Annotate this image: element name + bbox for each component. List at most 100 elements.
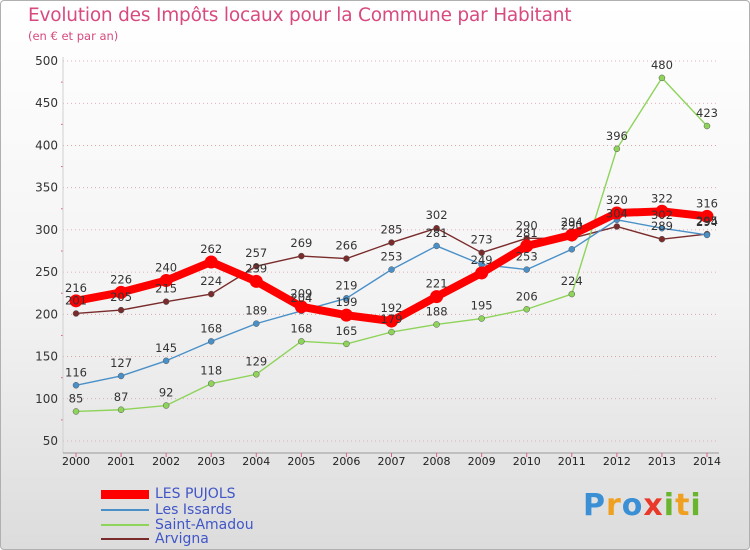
- data-point: [655, 204, 669, 218]
- data-point: [388, 239, 395, 246]
- x-tick-label: 2004: [242, 455, 270, 468]
- legend-swatch-les-pujols: [101, 490, 149, 499]
- data-label: 168: [290, 321, 312, 335]
- x-tick-label: 2014: [693, 455, 721, 468]
- data-label: 129: [245, 354, 267, 368]
- data-label: 118: [200, 364, 222, 378]
- data-label: 273: [471, 233, 493, 247]
- data-point: [294, 300, 308, 314]
- data-point: [72, 408, 80, 415]
- data-point: [658, 224, 666, 232]
- data-point: [204, 255, 218, 269]
- x-tick-label: 2003: [197, 455, 225, 468]
- data-point: [613, 145, 621, 153]
- legend-swatch-arvigna: [101, 538, 149, 540]
- data-label: 127: [110, 356, 132, 370]
- data-label: 195: [471, 299, 493, 313]
- data-point: [613, 223, 621, 230]
- data-label: 145: [155, 341, 177, 355]
- data-point: [520, 239, 534, 253]
- data-label: 253: [516, 250, 538, 264]
- data-point: [72, 382, 80, 389]
- data-label: 302: [651, 208, 673, 222]
- data-label: 281: [426, 226, 448, 240]
- data-label: 215: [155, 282, 177, 296]
- y-tick-label: 150: [35, 350, 58, 364]
- data-label: 224: [200, 274, 222, 288]
- data-label: 239: [245, 261, 267, 275]
- chart-title: Evolution des Impôts locaux pour la Comm…: [28, 5, 572, 26]
- data-point: [568, 246, 576, 253]
- data-label: 294: [561, 215, 583, 229]
- data-point: [475, 266, 489, 280]
- x-tick-label: 2007: [378, 455, 406, 468]
- data-point: [159, 274, 173, 288]
- data-point: [339, 308, 353, 322]
- data-label: 257: [245, 246, 267, 260]
- legend-label-arvigna: Arvigna: [155, 531, 209, 547]
- x-tick-label: 2012: [603, 455, 631, 468]
- y-tick-label: 350: [35, 181, 58, 195]
- data-point: [69, 294, 83, 308]
- data-label: 201: [65, 293, 87, 307]
- data-point: [253, 262, 260, 270]
- data-label: 189: [245, 304, 267, 318]
- data-point: [430, 290, 444, 304]
- y-tick-label: 200: [35, 307, 58, 321]
- data-point: [433, 224, 440, 232]
- data-point: [117, 372, 125, 380]
- data-point: [523, 306, 530, 313]
- data-label: 320: [606, 193, 628, 207]
- data-label: 206: [516, 289, 538, 303]
- data-point: [298, 338, 305, 345]
- data-point: [658, 74, 666, 82]
- data-point: [703, 231, 711, 239]
- data-point: [343, 295, 350, 302]
- x-tick-label: 2005: [287, 455, 315, 468]
- data-label: 289: [651, 219, 673, 233]
- data-point: [114, 285, 128, 299]
- data-label: 295: [696, 214, 718, 228]
- data-label: 294: [696, 215, 718, 229]
- proxiti-logo: Proxiti: [583, 488, 702, 523]
- data-label: 224: [561, 274, 583, 288]
- data-label: 205: [110, 290, 132, 304]
- x-tick-label: 2006: [332, 455, 360, 468]
- data-label: 209: [290, 287, 312, 301]
- data-point: [700, 209, 714, 223]
- data-label: 253: [381, 250, 403, 264]
- data-point: [523, 266, 530, 273]
- data-label: 480: [651, 58, 673, 72]
- legend-swatch-saint-amadou: [101, 524, 149, 526]
- data-label: 322: [651, 191, 673, 205]
- legend-swatch-les-issards: [101, 509, 149, 511]
- data-point: [388, 328, 395, 336]
- x-tick-label: 2008: [423, 455, 451, 468]
- data-label: 219: [335, 278, 357, 292]
- data-label: 204: [290, 291, 312, 305]
- data-point: [117, 406, 125, 414]
- data-label: 165: [335, 324, 357, 338]
- data-label: 304: [606, 207, 628, 221]
- x-tick-label: 2010: [513, 455, 541, 468]
- y-tick-label: 400: [35, 138, 58, 152]
- data-point: [610, 206, 624, 220]
- legend-item-saint-amadou: Saint-Amadou: [101, 517, 301, 534]
- legend-item-arvigna: Arvigna: [101, 531, 301, 548]
- data-label: 290: [561, 218, 583, 232]
- data-point: [253, 371, 260, 378]
- data-label: 87: [114, 390, 129, 404]
- data-label: 266: [335, 239, 357, 253]
- data-label: 290: [516, 218, 538, 232]
- data-label: 188: [426, 304, 448, 318]
- data-label: 179: [381, 312, 403, 326]
- y-tick-label: 500: [35, 54, 58, 68]
- y-tick-label: 450: [35, 96, 58, 110]
- data-point: [249, 274, 263, 288]
- data-label: 199: [335, 295, 357, 309]
- data-point: [703, 122, 711, 130]
- legend-item-les-pujols: LES PUJOLS: [101, 486, 301, 503]
- y-tick-label: 50: [43, 434, 58, 448]
